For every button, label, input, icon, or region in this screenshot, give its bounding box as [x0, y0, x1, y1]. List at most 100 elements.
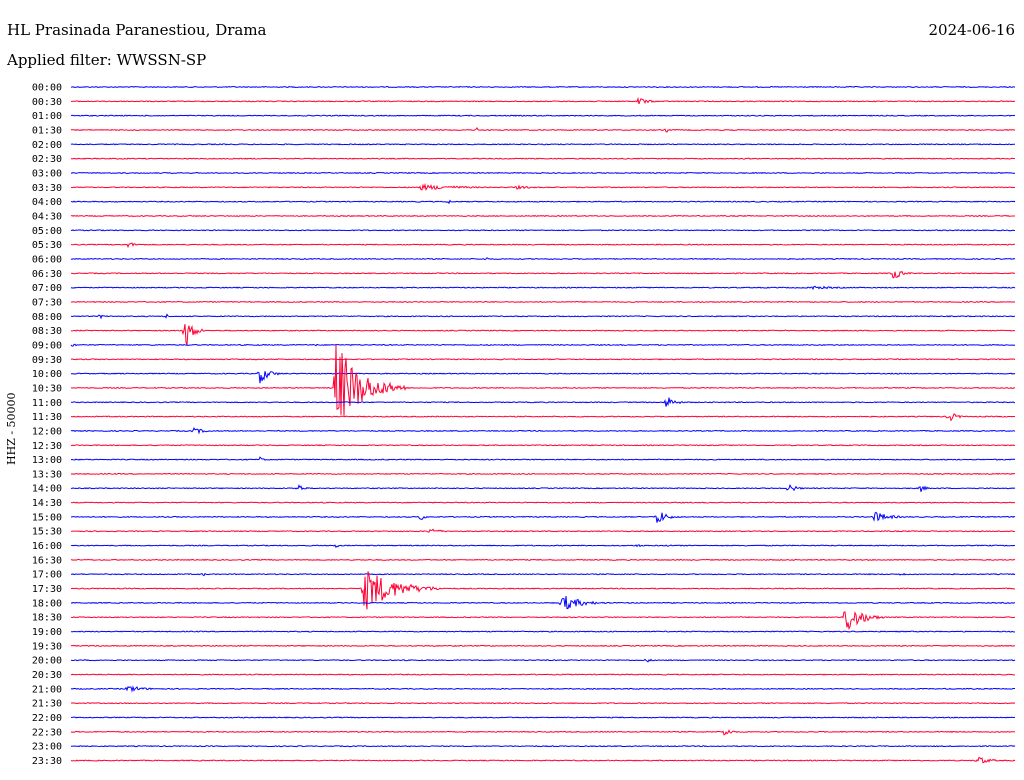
trace-line — [70, 456, 1016, 461]
trace-line — [70, 127, 1016, 133]
trace-line — [70, 143, 1016, 146]
time-tick-label: 17:00 — [32, 570, 62, 581]
time-tick-label: 14:30 — [32, 498, 62, 509]
time-tick-label: 09:00 — [32, 340, 62, 351]
time-tick-label: 12:30 — [32, 441, 62, 452]
trace-line — [70, 371, 1016, 384]
time-tick-label: 06:00 — [32, 254, 62, 265]
trace-line — [70, 114, 1016, 117]
trace-line — [70, 472, 1016, 475]
time-tick-label: 09:30 — [32, 355, 62, 366]
time-tick-label: 05:30 — [32, 240, 62, 251]
trace-line — [70, 528, 1016, 533]
time-tick-label: 03:30 — [32, 183, 62, 194]
time-tick-label: 21:30 — [32, 699, 62, 710]
time-tick-label: 01:00 — [32, 111, 62, 122]
trace-line — [70, 658, 1016, 663]
time-tick-label: 01:30 — [32, 125, 62, 136]
trace-line — [70, 171, 1016, 175]
trace-line — [70, 511, 1016, 523]
time-tick-label: 18:00 — [32, 598, 62, 609]
trace-line — [70, 611, 1016, 631]
time-tick-label: 00:00 — [32, 83, 62, 94]
time-tick-label: 16:30 — [32, 555, 62, 566]
trace-line — [70, 644, 1016, 647]
trace-line — [70, 285, 1016, 291]
trace-line — [70, 242, 1016, 249]
time-tick-label: 15:30 — [32, 527, 62, 538]
time-tick-label: 19:30 — [32, 641, 62, 652]
time-tick-label: 19:00 — [32, 627, 62, 638]
trace-line — [70, 716, 1016, 719]
time-tick-label: 20:00 — [32, 656, 62, 667]
time-tick-label: 23:30 — [32, 756, 62, 767]
time-tick-label: 22:00 — [32, 713, 62, 724]
time-tick-label: 10:00 — [32, 369, 62, 380]
time-tick-label: 15:00 — [32, 512, 62, 523]
time-tick-label: 05:00 — [32, 226, 62, 237]
time-tick-label: 17:30 — [32, 584, 62, 595]
trace-line — [70, 630, 1016, 633]
time-tick-label: 11:30 — [32, 412, 62, 423]
time-tick-label: 04:00 — [32, 197, 62, 208]
time-tick-label: 14:00 — [32, 484, 62, 495]
time-tick-label: 08:00 — [32, 312, 62, 323]
recording-date: 2024-06-16 — [928, 21, 1015, 39]
time-tick-label: 00:30 — [32, 97, 62, 108]
time-tick-label: 11:00 — [32, 398, 62, 409]
trace-line — [70, 397, 1016, 407]
trace-line — [70, 756, 1016, 764]
trace-line — [70, 544, 1016, 549]
time-tick-label: 08:30 — [32, 326, 62, 337]
trace-line — [70, 300, 1016, 304]
trace-line — [70, 229, 1016, 232]
time-tick-label: 22:30 — [32, 727, 62, 738]
trace-line — [70, 358, 1016, 361]
time-tick-label: 12:00 — [32, 426, 62, 437]
trace-line — [70, 324, 1016, 346]
time-tick-label: 20:30 — [32, 670, 62, 681]
trace-line — [70, 214, 1016, 218]
trace-line — [70, 572, 1016, 577]
trace-line — [70, 199, 1016, 205]
station-title: HL Prasinada Paranestiou, Drama — [7, 21, 267, 39]
trace-line — [70, 484, 1016, 492]
time-tick-label: 02:00 — [32, 140, 62, 151]
time-tick-label: 13:30 — [32, 469, 62, 480]
time-tick-label: 21:00 — [32, 684, 62, 695]
trace-line — [70, 558, 1016, 561]
time-tick-label: 07:30 — [32, 297, 62, 308]
trace-line — [70, 426, 1016, 435]
trace-line — [70, 157, 1016, 160]
trace-line — [70, 745, 1016, 748]
trace-line — [70, 313, 1016, 320]
time-tick-label: 03:00 — [32, 168, 62, 179]
time-tick-label: 02:30 — [32, 154, 62, 165]
time-tick-label: 13:00 — [32, 455, 62, 466]
trace-line — [71, 344, 1016, 416]
trace-line — [70, 182, 1016, 192]
time-tick-label: 23:00 — [32, 742, 62, 753]
trace-line — [70, 444, 1016, 447]
trace-line — [70, 343, 1016, 347]
trace-line — [70, 729, 1016, 736]
trace-line — [70, 596, 1016, 610]
time-tick-label: 06:30 — [32, 269, 62, 280]
trace-line — [70, 257, 1016, 261]
time-tick-label: 07:00 — [32, 283, 62, 294]
time-tick-label: 10:30 — [32, 383, 62, 394]
filter-label: Applied filter: WWSSN-SP — [7, 51, 207, 69]
trace-line — [70, 85, 1016, 89]
trace-line — [70, 571, 1016, 610]
trace-line — [70, 702, 1016, 705]
trace-line — [70, 673, 1016, 676]
trace-line — [70, 685, 1016, 693]
trace-line — [70, 413, 1016, 422]
trace-line — [70, 96, 1016, 105]
trace-line — [70, 501, 1016, 504]
time-tick-label: 18:30 — [32, 613, 62, 624]
trace-line — [70, 270, 1016, 279]
time-tick-label: 04:30 — [32, 211, 62, 222]
time-tick-label: 16:00 — [32, 541, 62, 552]
